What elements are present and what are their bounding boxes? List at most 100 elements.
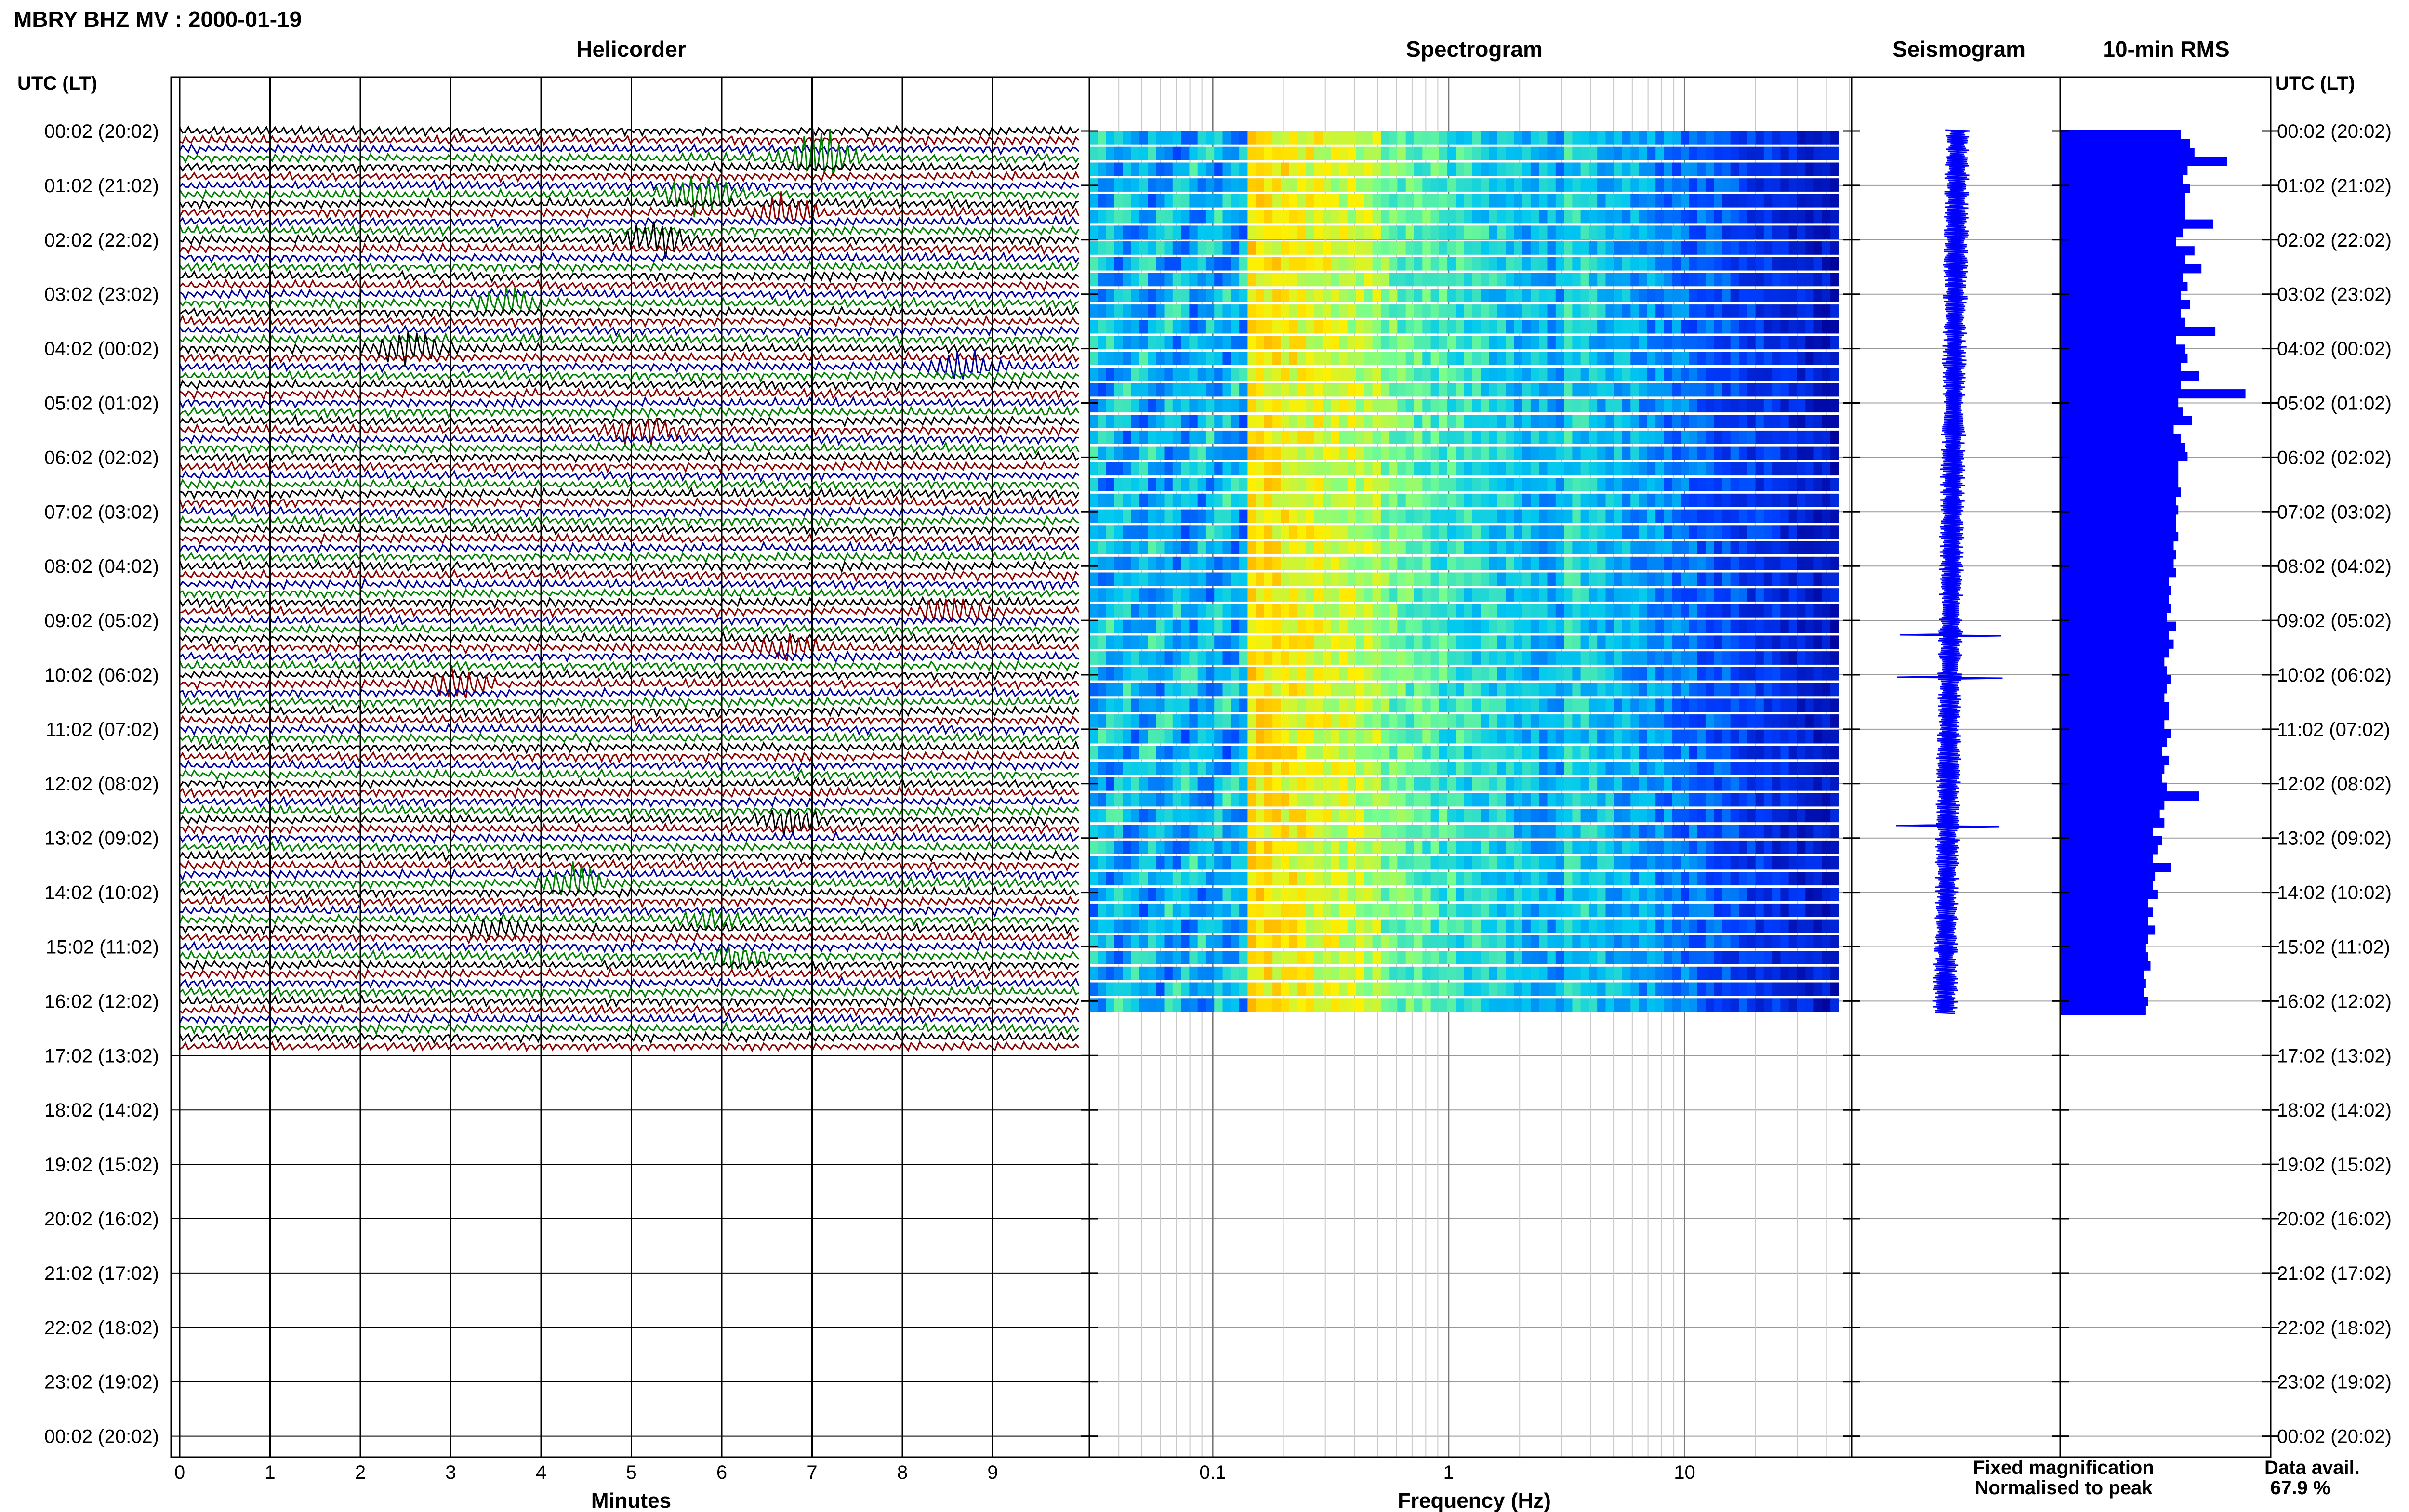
spectrogram-cell [1214,730,1223,744]
spectrogram-cell [1522,556,1531,570]
helicorder-trace [179,351,1080,365]
spectrogram-cell [1356,651,1364,665]
spectrogram-cell [1780,793,1789,807]
spectrogram-cell [1098,730,1107,744]
spectrogram-cell [1297,951,1306,964]
spectrogram-cell [1730,525,1739,539]
spectrogram-cell [1364,541,1373,554]
spectrogram-cell [1322,698,1331,712]
spectrogram-cell [1256,146,1265,160]
spectrogram-cell [1131,352,1140,365]
spectrogram-cell [1172,415,1181,428]
spectrogram-cell [1489,178,1498,192]
spectrogram-cell [1822,683,1831,697]
spectrogram-cell [1739,730,1747,744]
spectrogram-cell [1822,714,1831,728]
spectrogram-cell [1306,352,1315,365]
spectrogram-cell [1106,714,1115,728]
spectrogram-cell [1514,241,1523,255]
spectrogram-cell [1123,683,1131,697]
spectrogram-cell [1139,478,1148,491]
spectrogram-cell [1339,462,1348,476]
spectrogram-cell [1256,415,1265,428]
spectrogram-cell [1214,588,1223,602]
spectrogram-cell [1281,825,1290,838]
spectrogram-cell [1430,541,1440,554]
spectrogram-cell [1722,667,1731,681]
spectrogram-cell [1530,572,1539,586]
spectrogram-cell [1197,225,1206,239]
spectrogram-cell [1497,131,1506,145]
spectrogram-cell [1597,651,1606,665]
spectrogram-cell [1539,399,1548,413]
spectrogram-cell [1763,210,1773,224]
spectrogram-cell [1389,651,1398,665]
spectrogram-cell [1763,588,1773,602]
spectrogram-cell [1622,146,1631,160]
spectrogram-cell [1106,430,1115,444]
spectrogram-cell [1422,746,1431,760]
spectrogram-cell [1256,651,1265,665]
spectrogram-cell [1098,556,1107,570]
spectrogram-cell [1231,430,1240,444]
spectrogram-cell [1331,572,1340,586]
spectrogram-cell [1539,856,1548,870]
spectrogram-cell [1456,304,1465,318]
spectrogram-cell [1597,762,1606,775]
spectrogram-cell [1281,683,1290,697]
spectrogram-cell [1422,241,1431,255]
spectrogram-cell [1197,935,1206,948]
spectrogram-cell [1380,762,1390,775]
spectrogram-cell [1514,462,1523,476]
spectrogram-cell [1464,714,1473,728]
spectrogram-cell [1222,888,1231,901]
spectrogram-cell [1797,462,1806,476]
spectrogram-cell [1356,352,1364,365]
spectrogram-cell [1472,604,1481,618]
spectrogram-cell [1705,368,1714,381]
spectrogram-cell [1481,257,1490,271]
spectrogram-cell [1772,415,1781,428]
spectrogram-cell [1689,903,1698,917]
spectrogram-cell [1322,872,1331,886]
spectrogram-cell [1714,667,1723,681]
spectrogram-cell [1622,825,1631,838]
spectrogram-cell [1797,635,1806,649]
spectrogram-cell [1380,793,1390,807]
spectrogram-cell [1639,903,1648,917]
spectrogram-cell [1588,809,1598,823]
spectrogram-cell [1630,430,1640,444]
spectrogram-cell [1597,352,1606,365]
spectrogram-cell [1597,194,1606,208]
spectrogram-cell [1747,273,1756,287]
spectrogram-cell [1497,730,1506,744]
spectrogram-cell [1356,509,1364,523]
spectrogram-cell [1364,446,1373,460]
spectrogram-cell [1205,399,1215,413]
spectrogram-cell [1805,825,1814,838]
spectrogram-cell [1189,225,1198,239]
spectrogram-cell [1464,856,1473,870]
spectrogram-cell [1489,446,1498,460]
spectrogram-cell [1788,399,1798,413]
spectrogram-cell [1530,336,1539,350]
spectrogram-cell [1281,588,1290,602]
spectrogram-cell [1289,146,1298,160]
spectrogram-cell [1797,162,1806,176]
spectrogram-cell [1439,935,1448,948]
spectrogram-cell [1106,478,1115,491]
spectrogram-cell [1339,146,1348,160]
spectrogram-cell [1222,730,1231,744]
spectrogram-cell [1689,289,1698,302]
spectrogram-cell [1356,446,1364,460]
spectrogram-cell [1447,241,1456,255]
spectrogram-cell [1247,194,1257,208]
spectrogram-cell [1106,698,1115,712]
spectrogram-cell [1622,840,1631,854]
spectrogram-cell [1755,651,1764,665]
spectrogram-cell [1439,352,1448,365]
spectrogram-cell [1289,683,1298,697]
spectrogram-cell [1572,683,1581,697]
spectrogram-cell [1630,888,1640,901]
spectrogram-cell [1763,951,1773,964]
